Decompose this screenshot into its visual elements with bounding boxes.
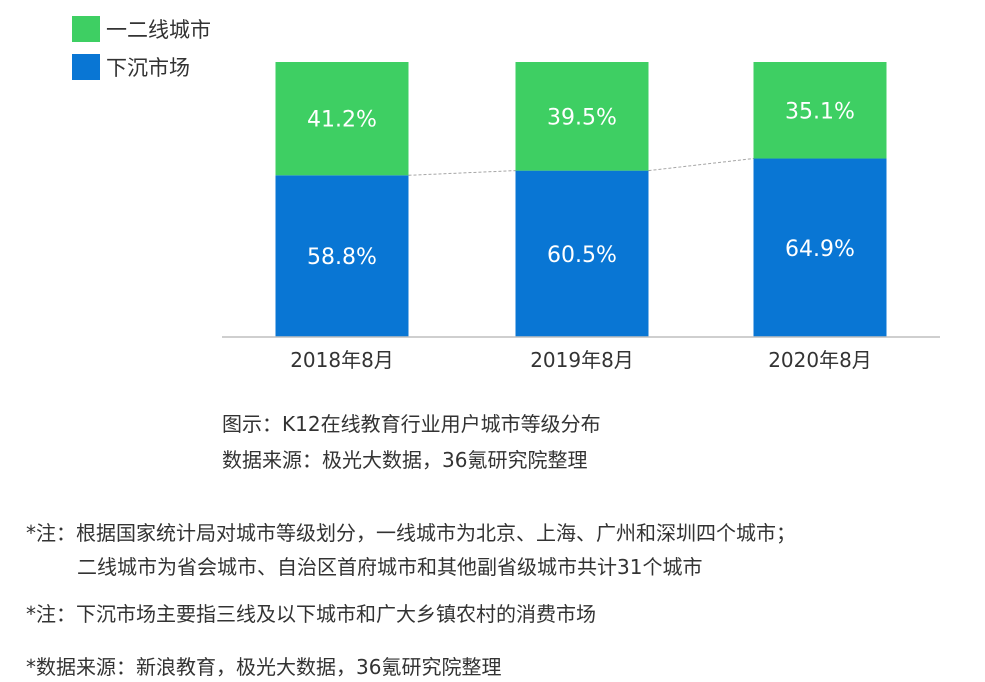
legend-item-lower-tier: 下沉市场	[72, 54, 190, 80]
legend-label-lower-tier: 下沉市场	[106, 56, 190, 80]
x-tick-label-0: 2018年8月	[290, 348, 394, 372]
legend-item-tier12: 一二线城市	[72, 16, 211, 42]
connector-line-1	[648, 158, 754, 172]
note-2: *注：下沉市场主要指三线及以下城市和广大乡镇农村的消费市场	[26, 602, 596, 626]
bar-segment-tier12-1	[515, 62, 649, 171]
data-label-tier12-2: 35.1%	[785, 99, 855, 124]
bar-segment-tier12-2	[753, 62, 887, 159]
data-label-tier12-1: 39.5%	[547, 105, 617, 130]
data-label-lower-tier-1: 60.5%	[547, 243, 617, 268]
legend-swatch-lower-tier	[72, 54, 100, 80]
x-tick-label-1: 2019年8月	[530, 348, 634, 372]
note-3: *数据来源：新浪教育，极光大数据，36氪研究院整理	[26, 655, 502, 679]
bar-segment-tier12-0	[275, 62, 409, 176]
legend-label-tier12: 一二线城市	[106, 18, 211, 42]
bar-segment-lower-tier-0	[275, 175, 409, 337]
source-caption: 数据来源：极光大数据，36氪研究院整理	[222, 448, 588, 472]
figure-caption: 图示：K12在线教育行业用户城市等级分布	[222, 412, 601, 436]
bar-segment-lower-tier-2	[753, 158, 887, 337]
x-axis-ticks: 2018年8月 2019年8月 2020年8月	[290, 348, 872, 372]
note-1-line-1: *注：根据国家统计局对城市等级划分，一线城市为北京、上海、广州和深圳四个城市；	[26, 521, 796, 545]
data-label-lower-tier-2: 64.9%	[785, 237, 855, 262]
connector-lines	[408, 158, 754, 176]
note-1-line-2: 二线城市为省会城市、自治区首府城市和其他副省级城市共计31个城市	[77, 555, 703, 579]
x-tick-label-2: 2020年8月	[768, 348, 872, 372]
bar-segment-lower-tier-1	[515, 170, 649, 337]
data-label-tier12-0: 41.2%	[307, 108, 377, 133]
connector-line-0	[408, 170, 516, 176]
data-label-lower-tier-0: 58.8%	[307, 245, 377, 270]
legend-swatch-tier12	[72, 16, 100, 42]
stacked-bar-chart: 58.8%41.2%60.5%39.5%64.9%35.1% 2018年8月 20…	[222, 62, 940, 372]
bars-group: 58.8% 41.2% 60.5% 39.5% 64.9% 35.1%	[275, 62, 887, 337]
